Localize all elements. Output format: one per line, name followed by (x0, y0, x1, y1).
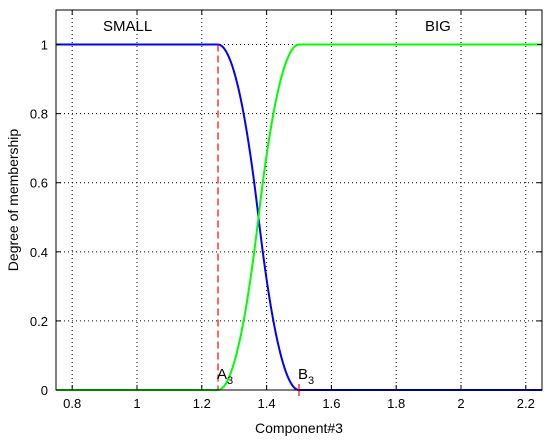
y-tick-label: 0.6 (30, 176, 48, 191)
y-tick-label: 1 (41, 38, 48, 53)
x-tick-label: 1 (133, 396, 140, 411)
ticks-group: 0.8 1 1.2 1.4 1.6 1.8 2 2.2 0 0.2 0.4 0.6 0.8 1 (30, 10, 542, 411)
marker-label-a: A3 (217, 366, 233, 387)
series-label-big: BIG (425, 18, 451, 35)
series-label-small: SMALL (103, 18, 152, 35)
plot-background (56, 10, 542, 390)
y-tick-label: 0 (41, 383, 48, 398)
y-tick-label: 0.8 (30, 107, 48, 122)
y-axis-label: Degree of membership (5, 129, 21, 272)
x-tick-label: 2.2 (517, 396, 535, 411)
y-tick-label: 0.4 (30, 245, 48, 260)
x-tick-label: 1.6 (322, 396, 340, 411)
x-tick-label: 0.8 (63, 396, 81, 411)
plot-frame (55, 9, 543, 391)
y-tick-label: 0.2 (30, 314, 48, 329)
x-tick-label: 2 (457, 396, 464, 411)
x-tick-label: 1.2 (193, 396, 211, 411)
marker-label-b: B3 (298, 366, 314, 387)
x-tick-label: 1.4 (258, 396, 276, 411)
x-axis-label: Component#3 (255, 420, 343, 436)
x-tick-label: 1.8 (387, 396, 405, 411)
